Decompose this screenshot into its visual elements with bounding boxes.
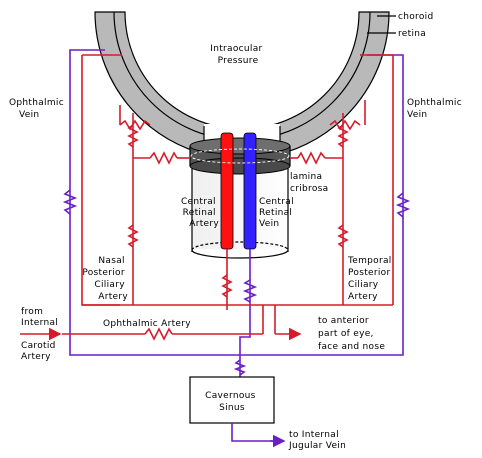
label-to-internal-jugular-vein: to Internal Jugular Vein — [288, 430, 346, 451]
label-intraocular-pressure: Intraocular Pressure — [210, 44, 265, 66]
label-to-anterior-eye: to anterior part of eye, face and nose — [318, 316, 385, 352]
arteries — [20, 54, 394, 341]
label-nasal-posterior-ciliary-artery: Nasal Posterior Ciliary Artery — [82, 256, 128, 302]
label-central-retinal-artery: Central Retinal Artery — [181, 197, 219, 229]
label-ophthalmic-artery: Ophthalmic Artery — [103, 319, 191, 329]
label-central-retinal-vein: Central Retinal Vein — [259, 197, 297, 229]
eye-wall — [94, 11, 390, 160]
label-choroid: choroid — [398, 12, 433, 22]
label-temporal-posterior-ciliary-artery: Temporal Posterior Ciliary Artery — [347, 256, 395, 302]
optic-nerve-cylinder — [191, 165, 289, 259]
cavernous-sinus-box — [189, 376, 286, 448]
lamina-cribrosa — [189, 137, 291, 175]
label-retina: retina — [398, 29, 426, 39]
label-lamina-cribrosa: lamina cribrosa — [290, 172, 328, 194]
label-cavernous-sinus: Cavernous Sinus — [205, 391, 259, 413]
label-ophthalmic-vein-left: Ophthalmic Vein — [9, 98, 67, 120]
label-ophthalmic-vein-right: Ophthalmic Vein — [407, 98, 465, 120]
label-from-internal-carotid-artery: from Internal Carotid Artery — [21, 307, 61, 362]
